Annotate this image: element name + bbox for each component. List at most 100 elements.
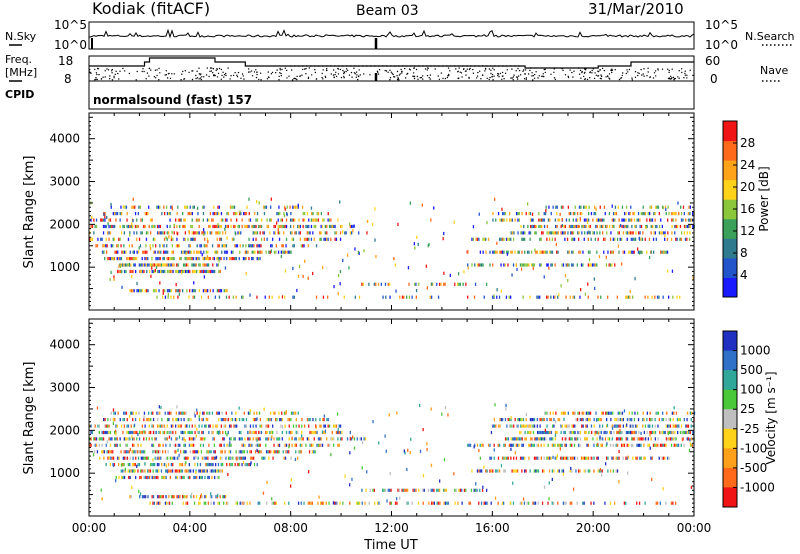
scatter-cell <box>198 263 200 267</box>
scatter-cell <box>132 197 134 201</box>
scatter-cell <box>565 424 568 428</box>
scatter-cell <box>546 263 548 267</box>
scatter-cell <box>656 295 659 299</box>
scatter-cell <box>309 443 311 447</box>
scatter-cell <box>659 224 661 229</box>
scatter-cell <box>131 411 133 415</box>
nave-dot <box>299 75 301 77</box>
scatter-cell <box>167 293 169 297</box>
scatter-cell <box>536 469 538 473</box>
scatter-cell <box>485 250 487 254</box>
scatter-cell <box>358 295 361 299</box>
scatter-cell <box>503 501 505 505</box>
scatter-cell <box>273 437 275 441</box>
scatter-cell <box>206 411 208 415</box>
scatter-cell <box>258 257 260 261</box>
scatter-cell <box>190 237 192 241</box>
scatter-cell <box>592 456 594 460</box>
scatter-cell <box>360 437 362 441</box>
scatter-cell <box>109 430 112 435</box>
scatter-cell <box>133 257 135 261</box>
scatter-cell <box>189 205 191 209</box>
nave-dot <box>220 68 223 71</box>
scatter-cell <box>122 250 124 254</box>
scatter-cell <box>200 450 203 454</box>
scatter-cell <box>187 469 189 473</box>
scatter-cell <box>171 244 173 248</box>
scatter-cell <box>176 231 178 235</box>
scatter-cell <box>137 469 139 473</box>
scatter-cell <box>188 443 191 447</box>
nave-dot <box>681 68 683 70</box>
scatter-cell <box>165 463 167 467</box>
scatter-cell <box>564 501 566 505</box>
nave-dot <box>591 69 593 72</box>
scatter-cell <box>194 463 196 467</box>
scatter-cell <box>375 282 377 286</box>
scatter-cell <box>110 456 112 460</box>
scatter-cell <box>241 456 244 460</box>
scatter-cell <box>560 284 562 288</box>
scatter-cell <box>687 424 690 428</box>
scatter-cell <box>175 289 177 293</box>
scatter-cell <box>654 218 656 222</box>
scatter-cell <box>125 450 128 454</box>
scatter-cell <box>578 411 581 415</box>
scatter-cell <box>146 495 148 499</box>
scatter-cell <box>169 263 171 267</box>
scatter-cell <box>158 231 160 235</box>
scatter-cell <box>212 218 214 222</box>
scatter-cell <box>156 424 159 428</box>
nave-dot <box>225 72 227 75</box>
scatter-cell <box>414 246 416 250</box>
scatter-cell <box>112 421 114 425</box>
scatter-cell <box>433 206 435 210</box>
scatter-cell <box>436 282 438 286</box>
scatter-cell <box>173 257 175 261</box>
scatter-cell <box>568 224 571 229</box>
scatter-cell <box>516 267 518 272</box>
nave-dot <box>569 69 571 71</box>
scatter-cell <box>107 222 109 226</box>
scatter-cell <box>524 231 526 235</box>
scatter-cell <box>233 424 235 428</box>
scatter-cell <box>646 411 648 415</box>
scatter-cell <box>125 205 128 209</box>
scatter-cell <box>310 237 313 241</box>
scatter-cell <box>647 212 649 216</box>
nave-dot <box>387 71 389 74</box>
nave-dot <box>182 70 184 73</box>
scatter-cell <box>290 231 292 235</box>
scatter-cell <box>185 456 187 460</box>
scatter-cell <box>297 224 299 229</box>
scatter-cell <box>328 218 331 222</box>
scatter-cell <box>211 430 213 435</box>
scatter-cell <box>306 212 309 216</box>
scatter-cell <box>677 224 679 229</box>
scatter-cell <box>485 469 487 473</box>
scatter-cell <box>295 424 297 428</box>
scatter-cell <box>543 430 546 435</box>
scatter-cell <box>198 257 200 261</box>
scatter-cell <box>276 418 278 422</box>
nave-dot <box>594 72 596 74</box>
scatter-cell <box>277 450 279 454</box>
scatter-cell <box>253 456 255 460</box>
scatter-cell <box>156 501 158 505</box>
scatter-cell <box>565 263 567 267</box>
scatter-cell <box>119 443 121 447</box>
scatter-cell <box>280 218 282 222</box>
scatter-cell <box>109 450 111 454</box>
scatter-cell <box>627 224 629 229</box>
scatter-cell <box>482 485 484 489</box>
scatter-cell <box>241 501 243 505</box>
scatter-cell <box>115 443 117 447</box>
scatter-cell <box>176 405 178 409</box>
scatter-cell <box>225 501 228 505</box>
scatter-cell <box>203 244 205 248</box>
nave-dot <box>503 78 505 80</box>
scatter-cell <box>267 450 269 454</box>
scatter-cell <box>588 212 590 216</box>
colorbar-swatch <box>723 389 737 410</box>
scatter-cell <box>290 212 292 216</box>
